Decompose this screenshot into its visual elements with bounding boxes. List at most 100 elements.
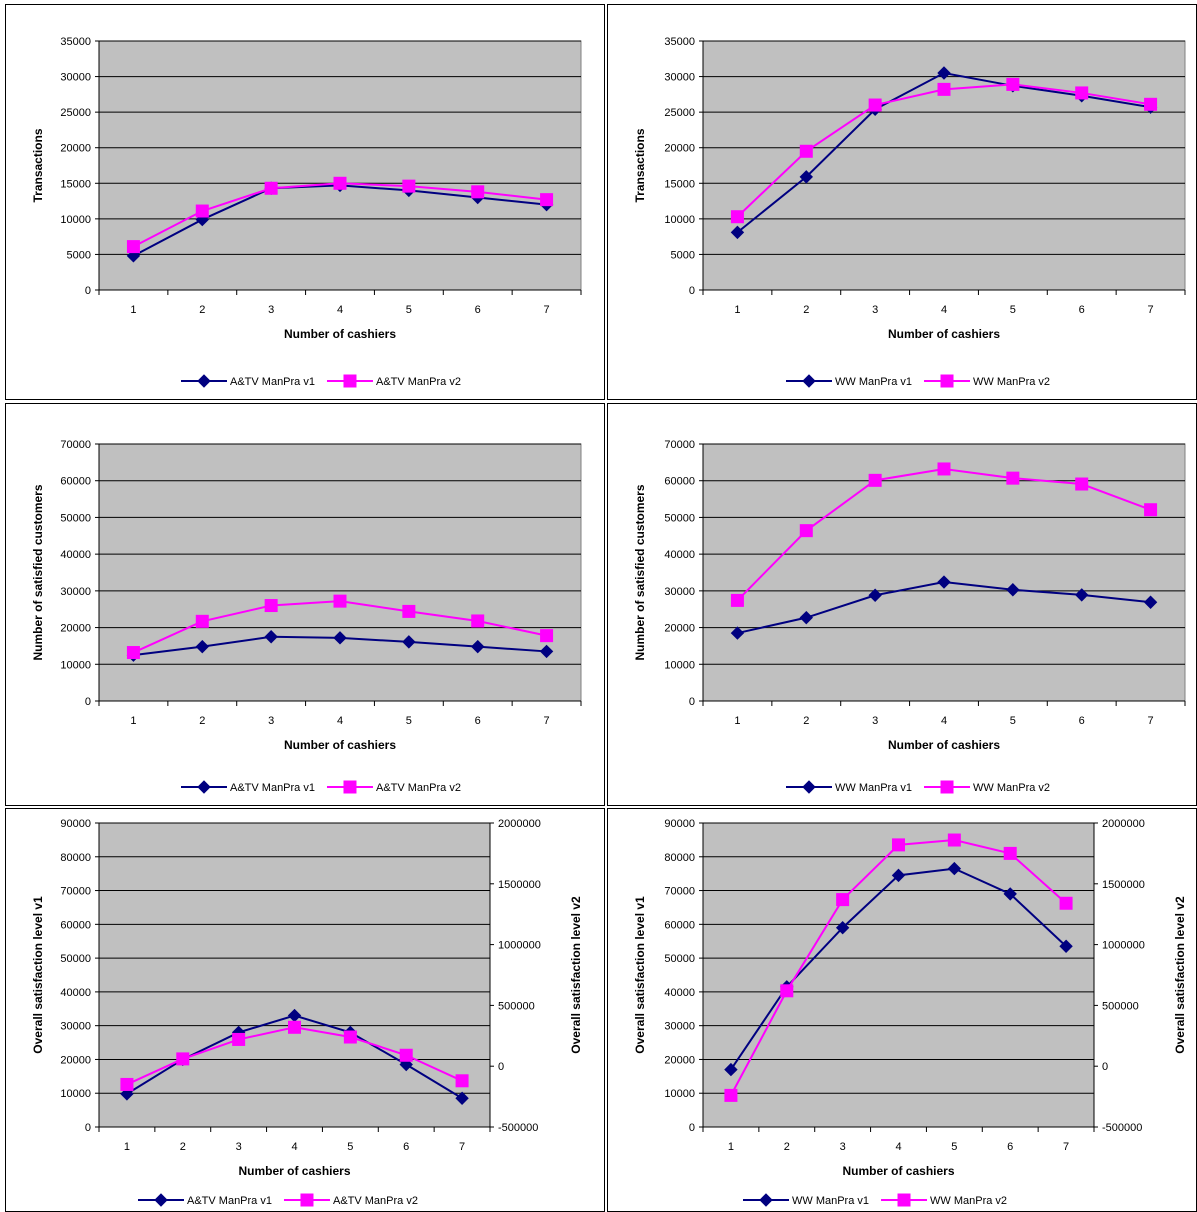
y-tick-label: 5000 xyxy=(671,249,695,261)
x-tick-label: 5 xyxy=(406,304,412,316)
data-point xyxy=(835,921,850,935)
legend-label: A&TV ManPra v2 xyxy=(333,1195,418,1207)
data-point xyxy=(947,861,962,876)
x-tick-label: 3 xyxy=(872,715,878,727)
data-point xyxy=(1075,86,1089,100)
x-axis-title: Number of cashiers xyxy=(284,327,396,341)
y-axis-title: Overall satisfaction level v1 xyxy=(31,896,45,1054)
x-tick-label: 7 xyxy=(459,1141,465,1153)
data-point xyxy=(333,594,347,608)
data-point xyxy=(891,868,906,883)
y-tick-label: 0 xyxy=(85,696,91,708)
data-point xyxy=(1143,595,1158,609)
plot-area xyxy=(98,443,582,702)
x-tick-label: 2 xyxy=(199,304,205,316)
data-point xyxy=(126,240,140,254)
y-tick-label: 35000 xyxy=(60,36,91,48)
x-tick-label: 4 xyxy=(941,715,947,727)
x-tick-label: 2 xyxy=(803,715,809,727)
legend-item-1: WW ManPra v1 xyxy=(743,1193,869,1207)
data-point xyxy=(868,588,882,602)
legend-item-1: WW ManPra v1 xyxy=(786,374,912,388)
y-tick-label: 10000 xyxy=(664,1088,695,1100)
data-point xyxy=(1075,588,1089,602)
data-point xyxy=(1075,477,1089,491)
data-point xyxy=(730,210,744,224)
y-tick-label: 5000 xyxy=(67,249,91,261)
data-point xyxy=(1059,896,1073,910)
data-point xyxy=(799,170,813,184)
data-point xyxy=(937,575,951,589)
y-tick-label: 10000 xyxy=(60,214,91,226)
y-tick-label: 20000 xyxy=(60,623,91,635)
data-point xyxy=(471,614,485,628)
y-tick-label: 50000 xyxy=(60,953,91,965)
y-tick-label: 10000 xyxy=(60,659,91,671)
x-tick-label: 5 xyxy=(951,1141,957,1153)
chart-panel-3: 0 10000 20000 30000 40000 50000 60000 70000 1 2 3 4… xyxy=(5,403,605,806)
legend-marker xyxy=(759,1193,773,1207)
x-tick-label: 6 xyxy=(403,1141,409,1153)
data-point xyxy=(780,984,794,998)
y-tick-label: 30000 xyxy=(60,1021,91,1033)
plot-area xyxy=(98,822,491,1128)
legend-label: WW ManPra v2 xyxy=(973,376,1050,388)
data-point xyxy=(892,838,905,852)
legend-item-2: A&TV ManPra v2 xyxy=(326,374,461,388)
y-tick-label: 40000 xyxy=(60,987,91,999)
y-tick-label: 90000 xyxy=(60,818,91,830)
series-1 xyxy=(730,575,1158,640)
data-point xyxy=(730,626,745,640)
y-tick-label: 10000 xyxy=(664,659,695,671)
legend-marker xyxy=(940,374,954,388)
x-tick-label: 1 xyxy=(130,715,136,727)
x-tick-label: 6 xyxy=(475,304,481,316)
y-tick-label: 80000 xyxy=(60,852,91,864)
y-right-tick-label: 0 xyxy=(1102,1061,1108,1073)
y-tick-label: 70000 xyxy=(60,439,91,451)
y-axis-title: Overall satisfaction level v1 xyxy=(633,896,647,1054)
data-point xyxy=(455,1091,469,1105)
chart-panel-6: 0 10000 20000 30000 40000 50000 60000 70000 8000… xyxy=(607,808,1197,1212)
x-tick-label: 1 xyxy=(734,715,740,727)
data-point xyxy=(195,639,209,654)
legend-marker xyxy=(154,1193,168,1207)
legend-marker xyxy=(197,780,211,794)
x-tick-label: 4 xyxy=(291,1141,297,1153)
legend-label: A&TV ManPra v2 xyxy=(376,782,461,794)
y-right-tick-label: 500000 xyxy=(1102,1000,1139,1012)
y-tick-label: 30000 xyxy=(664,1021,695,1033)
data-point xyxy=(836,893,850,907)
legend-label: WW ManPra v2 xyxy=(930,1195,1007,1207)
legend-label: WW ManPra v1 xyxy=(835,376,912,388)
x-tick-label: 7 xyxy=(544,304,550,316)
x-tick-label: 2 xyxy=(784,1141,790,1153)
data-point xyxy=(343,1030,357,1044)
x-tick-label: 6 xyxy=(1007,1141,1013,1153)
data-point xyxy=(264,181,278,195)
y-tick-label: 70000 xyxy=(60,886,91,898)
x-tick-label: 7 xyxy=(1148,304,1154,316)
legend-marker xyxy=(802,374,816,388)
data-point xyxy=(799,524,813,538)
y-tick-label: 20000 xyxy=(60,1054,91,1066)
legend-marker xyxy=(300,1193,314,1207)
x-tick-label: 3 xyxy=(872,304,878,316)
chart-4: 0 10000 20000 30000 40000 50000 60000 70000 1 2 3 4… xyxy=(633,439,1186,794)
legend-item-2: A&TV ManPra v2 xyxy=(283,1193,418,1207)
data-point xyxy=(333,631,347,645)
y-axis-title-right: Overall satisfaction level v2 xyxy=(1173,896,1187,1054)
x-tick-label: 7 xyxy=(1148,715,1154,727)
y-tick-label: 30000 xyxy=(60,586,91,598)
y-tick-label: 70000 xyxy=(664,886,695,898)
y-tick-label: 25000 xyxy=(664,107,695,119)
y-tick-label: 10000 xyxy=(664,214,695,226)
legend-label: WW ManPra v2 xyxy=(973,782,1050,794)
x-tick-label: 1 xyxy=(124,1141,130,1153)
series-2 xyxy=(126,176,554,254)
data-point xyxy=(232,1032,246,1046)
y-tick-label: 50000 xyxy=(664,512,695,524)
data-point xyxy=(288,1020,301,1034)
series-2 xyxy=(126,594,554,660)
legend-item-1: A&TV ManPra v1 xyxy=(181,780,315,794)
